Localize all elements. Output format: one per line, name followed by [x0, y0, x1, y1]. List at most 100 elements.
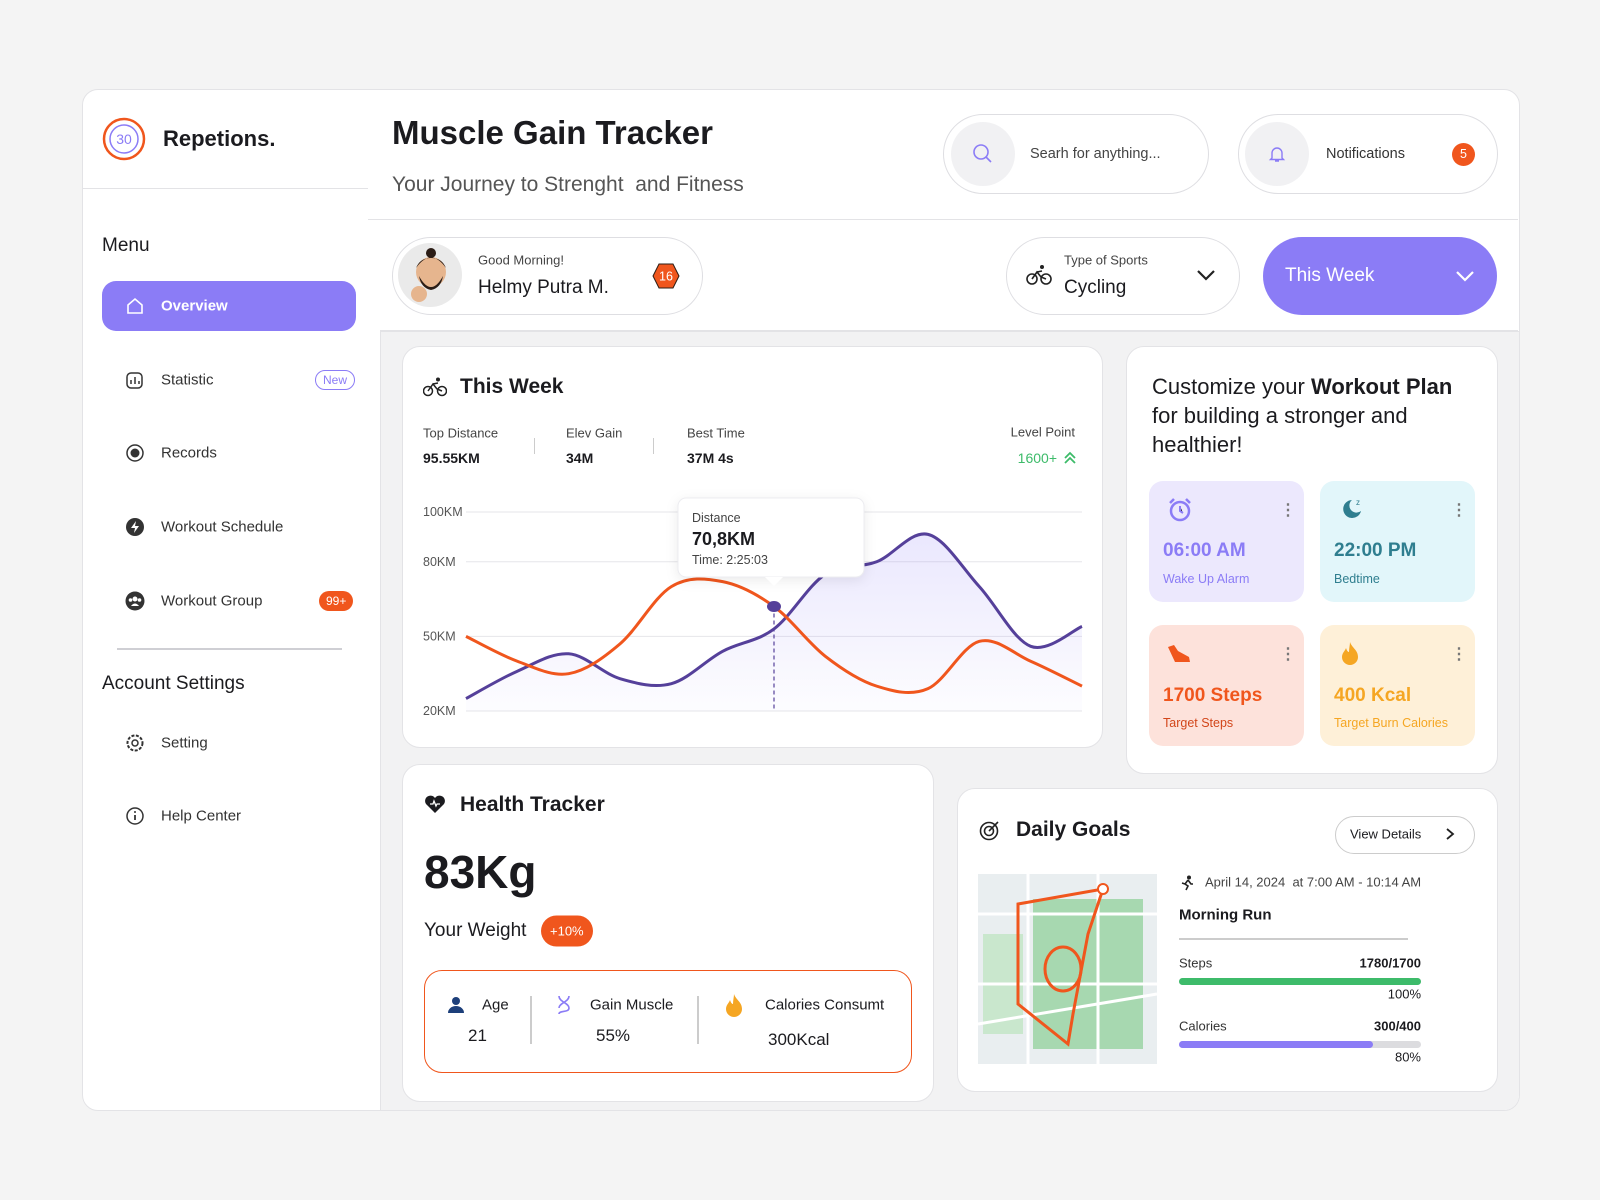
stat-label: Best Time — [687, 425, 745, 441]
logo-text: 30 — [116, 131, 132, 147]
progress-label: 80% — [1394, 1049, 1421, 1065]
stat-value: 21 — [468, 1026, 487, 1045]
fire-icon — [1342, 642, 1358, 665]
svg-text:z: z — [1356, 498, 1360, 507]
y-tick-label: 20KM — [423, 704, 456, 718]
tile-label: Target Burn Calories — [1334, 716, 1448, 730]
stat-value: 55% — [596, 1026, 631, 1045]
menu-item[interactable]: Overview — [161, 297, 228, 315]
menu-item[interactable]: Records — [161, 444, 217, 462]
page-subtitle: Your Journey to Strenght and Fitness — [392, 173, 744, 196]
divider — [117, 648, 342, 650]
tooltip-pointer — [765, 577, 783, 586]
shoe-icon — [1168, 645, 1190, 662]
point — [767, 601, 781, 613]
level-value: 1600+ — [1017, 450, 1057, 466]
plan-rest: for building a stronger and healthier! — [1152, 403, 1408, 457]
plan-intro: Customize your — [1152, 374, 1311, 399]
run-icon — [1181, 875, 1193, 891]
search-placeholder[interactable]: Searh for anything... — [1030, 146, 1161, 162]
tile[interactable] — [1149, 481, 1304, 602]
gear-icon — [126, 734, 144, 752]
view-details-button[interactable] — [1335, 816, 1475, 854]
goal-label: Steps — [1179, 955, 1213, 971]
tile-value: 1700 Steps — [1163, 685, 1263, 706]
divider — [653, 438, 654, 454]
period-value[interactable]: This Week — [1285, 265, 1375, 286]
active-menu-bg[interactable] — [102, 281, 356, 331]
count-badge: 99+ — [319, 591, 354, 611]
health-card — [402, 764, 934, 1102]
button-label[interactable]: View Details — [1350, 826, 1422, 842]
level-label: Level Point — [1010, 424, 1075, 440]
line — [465, 532, 1083, 700]
tile[interactable] — [1320, 625, 1475, 746]
more[interactable]: ⋮ — [1451, 646, 1467, 663]
progress-bar — [1179, 1041, 1373, 1048]
greeting: Good Morning! — [478, 252, 564, 268]
stat-label: Top Distance — [423, 425, 499, 441]
user-name: Helmy Putra M. — [478, 277, 609, 298]
dna-icon — [558, 995, 570, 1015]
alarm-icon — [1169, 498, 1191, 522]
activity-date: April 14, 2024 at 7:00 AM - 10:14 AM — [1205, 874, 1422, 890]
chevron — [1446, 828, 1455, 840]
tooltip-time: Time: 2:25:03 — [692, 553, 768, 567]
stats-box — [424, 970, 912, 1073]
more[interactable]: ⋮ — [1280, 646, 1296, 663]
tile[interactable] — [1320, 481, 1475, 602]
goal-label: Calories — [1179, 1018, 1227, 1034]
stat-label: Calories Consumt — [765, 996, 885, 1014]
stat-value: 34M — [566, 450, 594, 466]
menu-item[interactable]: Help Center — [161, 807, 242, 825]
more[interactable]: ⋮ — [1451, 502, 1467, 519]
plan-highlight: Workout Plan — [1310, 374, 1453, 399]
card-title: Health Tracker — [460, 793, 605, 816]
heart-icon — [425, 795, 445, 813]
menu-item[interactable]: Workout Schedule — [161, 518, 284, 536]
weight: 83Kg — [424, 846, 537, 898]
map — [978, 874, 1157, 1064]
tile-label: Target Steps — [1163, 716, 1234, 730]
divider — [534, 438, 535, 454]
sport-value[interactable]: Cycling — [1064, 277, 1127, 298]
progress-label: 100% — [1387, 986, 1421, 1002]
stat-icon — [126, 372, 143, 389]
logo: 30 — [102, 117, 146, 161]
line-chart: 20KM 50KM 80KM 100KM Distance 70,8KM Time: 2:2… — [423, 497, 1083, 718]
section-title: Account Settings — [102, 673, 245, 694]
tile-label: Bedtime — [1334, 572, 1380, 586]
level-badge: 16 — [652, 263, 680, 289]
menu-item[interactable]: Statistic — [161, 371, 214, 389]
y-tick-label: 100KM — [423, 505, 463, 519]
card-title: This Week — [460, 375, 564, 398]
divider — [1179, 938, 1408, 940]
divider — [82, 188, 368, 189]
person-icon — [448, 997, 464, 1013]
page-title: Muscle Gain Tracker — [392, 114, 713, 151]
tile-label: Wake Up Alarm — [1163, 572, 1250, 586]
chevron — [1456, 271, 1474, 282]
group-icon — [125, 591, 145, 611]
sport-select[interactable] — [1006, 237, 1240, 315]
y-tick-label: 80KM — [423, 555, 456, 569]
stat-value: 300Kcal — [768, 1030, 830, 1049]
up-icon — [1064, 451, 1076, 464]
tooltip-value: 70,8KM — [692, 529, 755, 549]
notifications-label[interactable]: Notifications — [1326, 146, 1405, 162]
stat-value: 37M 4s — [687, 450, 734, 466]
area — [466, 533, 1082, 711]
tile-value: 400 Kcal — [1334, 685, 1412, 706]
bike-icon — [1026, 265, 1052, 285]
avatar — [398, 243, 462, 307]
records-icon — [126, 444, 144, 462]
more[interactable]: ⋮ — [1280, 502, 1296, 519]
period-select[interactable] — [1263, 237, 1497, 315]
menu-item[interactable]: Workout Group — [161, 592, 263, 610]
info-icon — [126, 807, 144, 825]
menu-item[interactable]: Setting — [161, 734, 208, 752]
tile[interactable] — [1149, 625, 1304, 746]
stat-label: Age — [482, 996, 509, 1014]
bell-icon — [1268, 147, 1286, 162]
